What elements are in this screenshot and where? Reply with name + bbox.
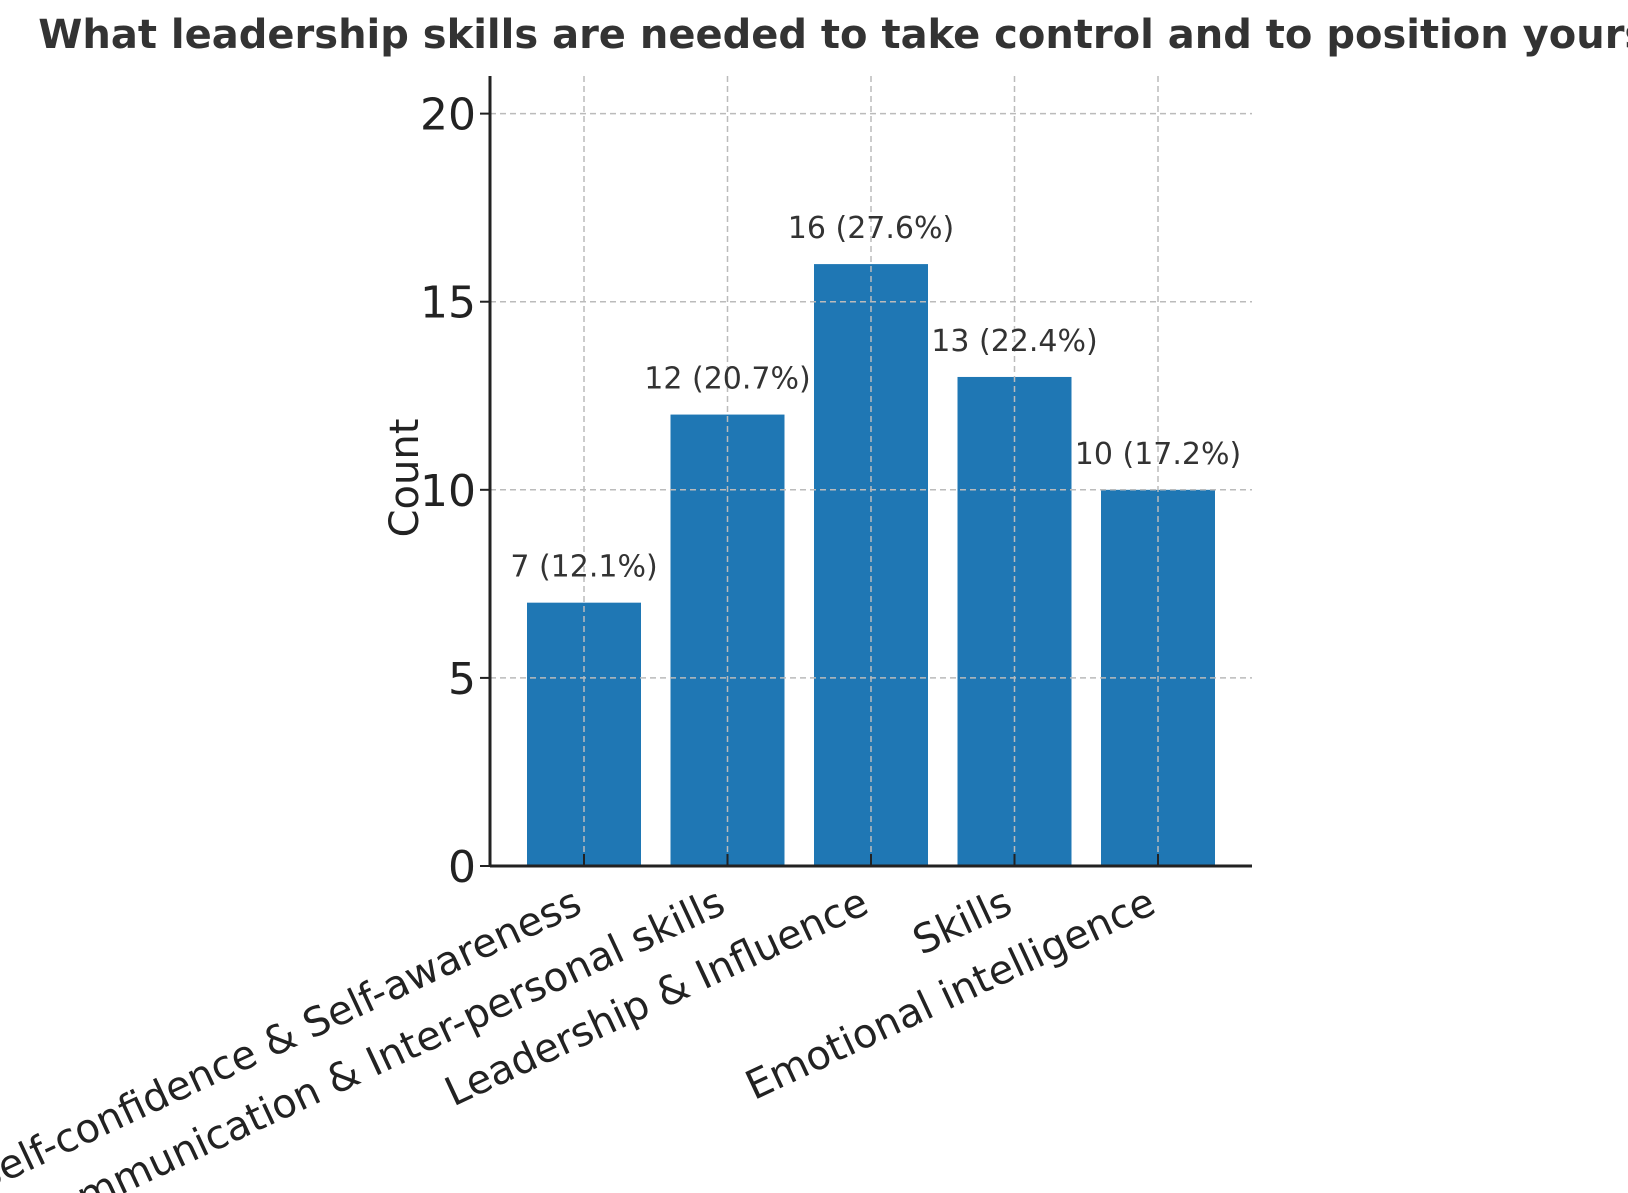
y-axis-label: Count	[382, 419, 428, 538]
y-tick-label: 20	[420, 90, 476, 141]
chart-title: What leadership skills are needed to tak…	[38, 12, 1628, 58]
y-tick-label: 0	[448, 842, 476, 893]
axes	[480, 76, 1252, 868]
x-tick-label: Self-confidence & Self-awareness	[0, 879, 588, 1193]
y-tick-label: 10	[420, 466, 476, 517]
bar-value-label: 7 (12.1%)	[510, 550, 657, 585]
y-tick-label: 5	[448, 654, 476, 705]
y-tick-label: 15	[420, 278, 476, 329]
bar-value-label: 10 (17.2%)	[1075, 437, 1241, 472]
bar	[814, 264, 928, 867]
bar-value-label: 16 (27.6%)	[788, 211, 954, 246]
bar-value-label: 13 (22.4%)	[931, 324, 1097, 359]
grid-lines	[490, 76, 1252, 866]
bar-value-label: 12 (20.7%)	[644, 362, 810, 397]
